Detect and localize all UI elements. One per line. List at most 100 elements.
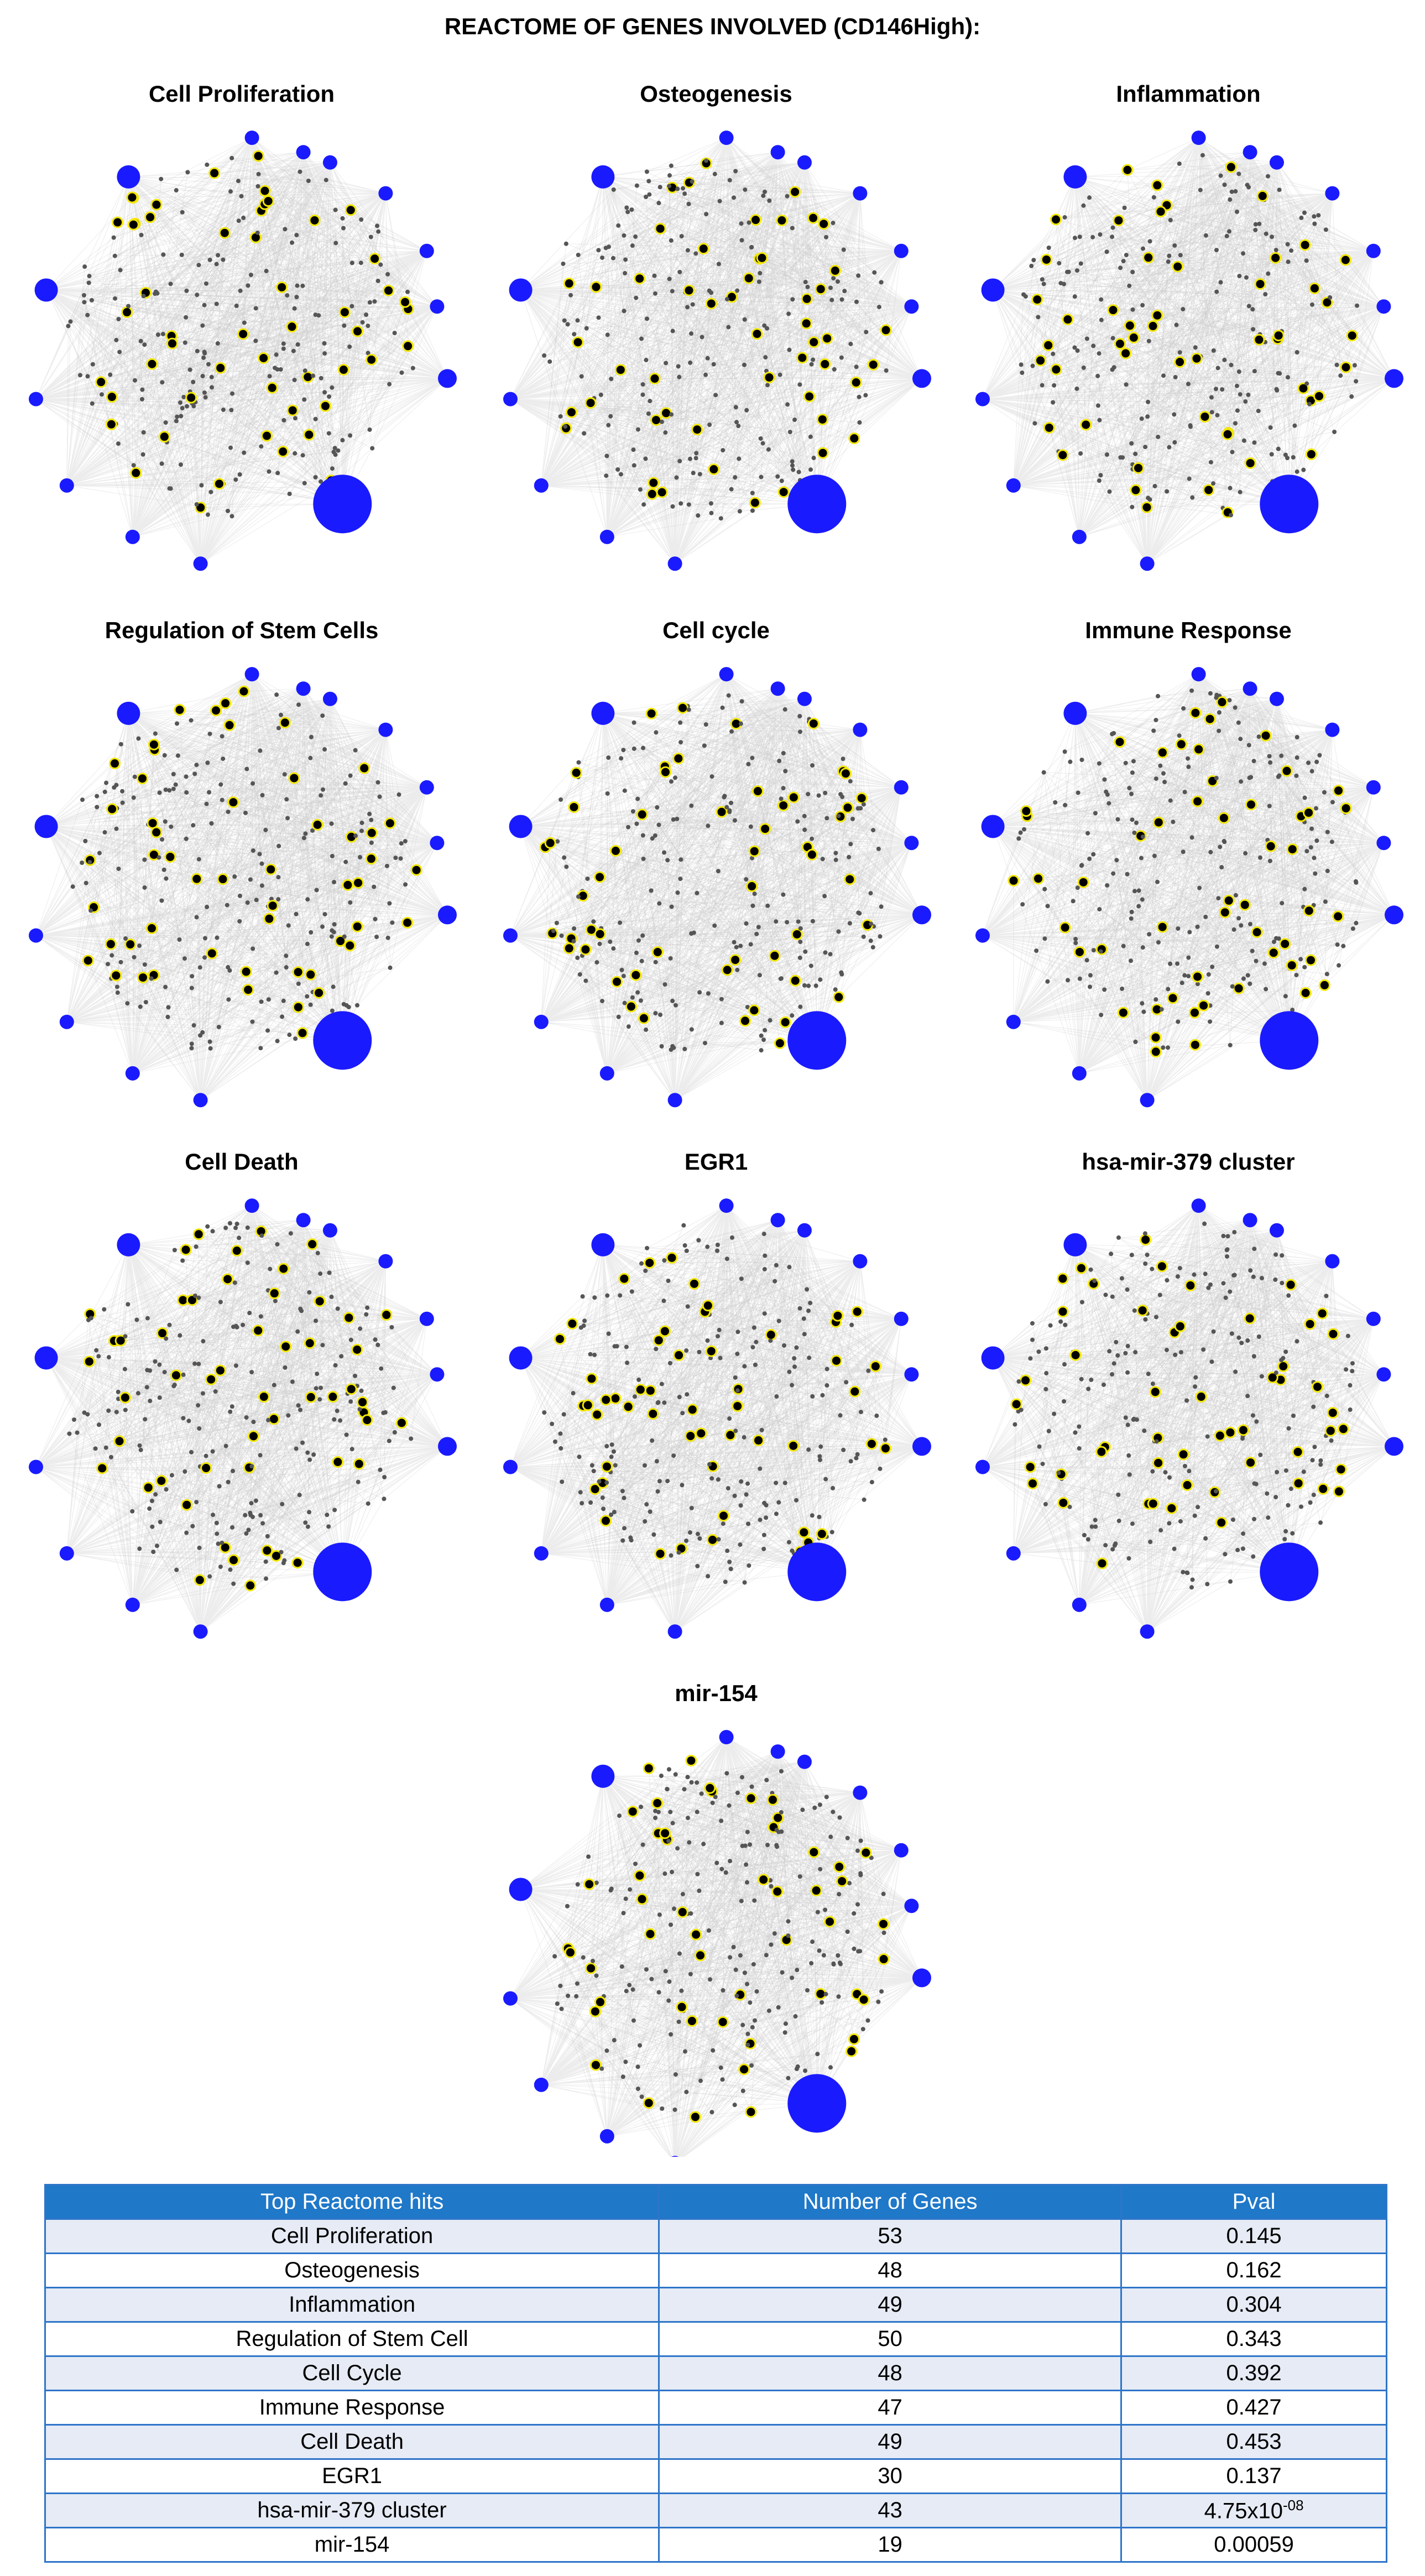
hub-node: [853, 1785, 868, 1800]
gene-node: [1217, 710, 1222, 715]
highlighted-gene: [1346, 330, 1358, 342]
gene-node: [293, 1036, 298, 1041]
gene-node: [717, 1327, 722, 1332]
gene-node: [724, 1256, 729, 1261]
gene-node: [719, 1866, 724, 1871]
gene-node: [1186, 382, 1191, 387]
gene-node: [1178, 253, 1183, 258]
gene-node: [698, 2078, 703, 2083]
gene-node: [719, 1020, 724, 1025]
gene-node: [284, 953, 289, 958]
gene-node: [591, 1958, 596, 1963]
gene-node: [618, 1293, 623, 1298]
gene-node: [768, 1338, 773, 1343]
gene-node: [585, 876, 590, 881]
table-cell: mir-154: [44, 2527, 660, 2563]
gene-node: [608, 414, 613, 419]
gene-node: [1294, 734, 1299, 739]
edges: [66, 1223, 392, 1584]
gene-node: [1227, 698, 1232, 703]
gene-node: [611, 946, 616, 951]
gene-node: [227, 968, 232, 973]
gene-node: [1146, 399, 1151, 404]
gene-node: [802, 827, 807, 832]
gene-node: [1091, 948, 1096, 953]
highlighted-gene: [759, 823, 771, 835]
gene-node: [578, 1325, 583, 1330]
gene-node: [375, 278, 380, 283]
gene-node: [1177, 733, 1182, 738]
gene-node: [766, 2008, 771, 2013]
highlighted-gene: [601, 1461, 613, 1473]
highlighted-gene: [268, 1287, 280, 1300]
gene-node: [750, 1345, 755, 1350]
hub-node: [591, 165, 615, 189]
gene-node: [1043, 1386, 1048, 1391]
gene-node: [713, 1795, 718, 1800]
gene-node: [682, 1046, 687, 1051]
gene-node: [172, 1383, 177, 1388]
gene-node: [366, 1501, 370, 1506]
gene-node: [848, 341, 853, 346]
gene-node: [379, 1366, 384, 1371]
gene-node: [116, 1389, 121, 1394]
gene-node: [251, 1420, 256, 1425]
gene-node: [1093, 1524, 1098, 1529]
gene-node: [1081, 365, 1086, 370]
highlighted-gene: [659, 1827, 671, 1839]
gene-node: [833, 857, 838, 862]
gene-node: [243, 810, 248, 815]
gene-node: [854, 299, 859, 304]
gene-node: [707, 1462, 712, 1467]
gene-node: [200, 1030, 205, 1035]
highlighted-gene: [1304, 954, 1317, 966]
gene-node: [718, 516, 723, 521]
gene-node: [681, 186, 686, 191]
edges: [1032, 155, 1330, 538]
highlighted-gene: [1075, 1262, 1087, 1274]
gene-node: [238, 288, 243, 293]
edges: [544, 1234, 886, 1582]
gene-node: [719, 1818, 724, 1823]
gene-node: [854, 364, 859, 369]
gene-node: [1140, 835, 1145, 839]
table-row: Inflammation 49 0.304: [44, 2287, 1387, 2323]
gene-node: [378, 1467, 383, 1472]
gene-node: [332, 880, 337, 885]
gene-node: [221, 257, 226, 262]
gene-node: [96, 1354, 101, 1359]
gene-node: [752, 1898, 757, 1903]
gene-node: [278, 367, 283, 372]
gene-node: [1276, 371, 1281, 376]
gene-node: [259, 444, 264, 449]
gene-node: [335, 1306, 340, 1311]
gene-node: [1316, 213, 1321, 218]
hub-node: [1063, 1233, 1087, 1256]
gene-node: [725, 1548, 730, 1553]
gene-node: [1214, 944, 1219, 949]
gene-node: [633, 234, 638, 239]
gene-node: [604, 1480, 609, 1485]
edges: [1020, 693, 1395, 1045]
gene-node: [1188, 423, 1193, 428]
gene-node: [705, 356, 710, 361]
highlighted-gene: [1251, 926, 1263, 938]
gene-node: [130, 1509, 135, 1514]
hub-node: [599, 1066, 614, 1081]
highlighted-gene: [200, 1462, 212, 1474]
gene-node: [203, 281, 208, 286]
highlighted-gene: [586, 1373, 598, 1385]
gene-node: [552, 1439, 557, 1444]
gene-node: [1273, 1495, 1278, 1500]
gene-node: [810, 919, 815, 924]
gene-node: [122, 1367, 127, 1372]
gene-node: [1283, 994, 1288, 999]
gene-node: [1168, 217, 1173, 222]
gene-node: [1311, 1404, 1316, 1409]
highlighted-gene: [223, 719, 236, 731]
gene-node: [656, 201, 661, 206]
gene-node: [1243, 399, 1248, 404]
gene-node: [685, 1392, 690, 1397]
hub-node: [1269, 155, 1284, 170]
highlighted-gene: [1317, 1483, 1329, 1495]
